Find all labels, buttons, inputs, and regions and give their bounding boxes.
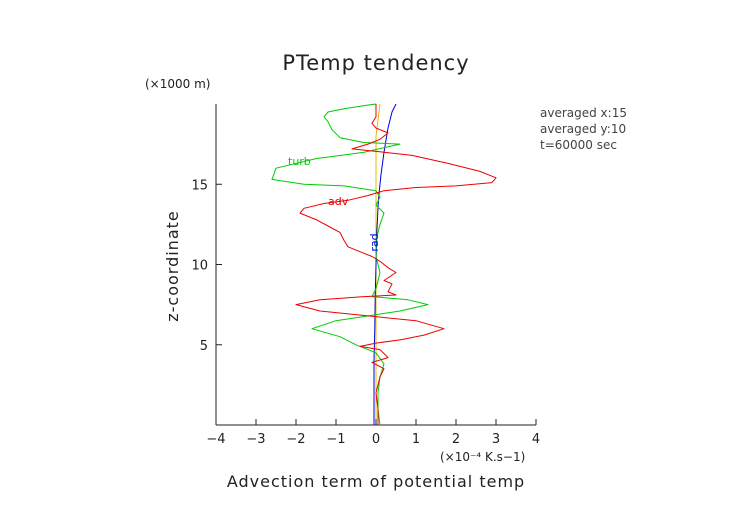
series-line-rad [373, 103, 397, 425]
x-tick-label: −4 [206, 432, 225, 447]
series-label-turb: turb [288, 155, 311, 168]
annotation-averaged-x: averaged x:15 [540, 106, 627, 120]
series-line-turb [271, 103, 429, 426]
y-tick-label: 15 [191, 178, 208, 193]
series-line-adv [295, 104, 497, 425]
annotation-time: t=60000 sec [540, 138, 617, 152]
series-label-adv: adv [328, 195, 349, 208]
series-line-reference [375, 103, 381, 425]
y-tick-label: 5 [200, 339, 208, 354]
y-tick-label: 10 [191, 259, 208, 274]
x-tick-label: 2 [452, 432, 460, 447]
chart-title: PTemp tendency [282, 51, 469, 75]
x-tick-label: 0 [372, 432, 380, 447]
series-label-rad: rad [368, 233, 381, 251]
x-axis-title: Advection term of potential temp [227, 472, 525, 491]
x-tick-label: −3 [246, 432, 265, 447]
y-ticks: 5 10 15 [191, 178, 222, 354]
x-tick-label: −1 [326, 432, 345, 447]
x-tick-label: 3 [492, 432, 500, 447]
x-tick-label: 1 [412, 432, 420, 447]
y-unit-label: (×1000 m) [145, 77, 210, 91]
x-unit-label: (×10⁻⁴ K.s−1) [440, 450, 525, 464]
annotation-averaged-y: averaged y:10 [540, 122, 626, 136]
y-axis-title: z-coordinate [163, 210, 182, 322]
x-tick-label: 4 [532, 432, 540, 447]
annotations: averaged x:15 averaged y:10 t=60000 sec [540, 106, 627, 152]
x-ticks: −4 −3 −2 −1 0 1 2 3 4 [206, 419, 540, 447]
plot-area: turb adv rad −4 −3 −2 −1 0 1 2 3 4 5 10 15 [191, 103, 540, 447]
x-tick-label: −2 [286, 432, 305, 447]
series-layer: turb adv rad [271, 103, 497, 426]
